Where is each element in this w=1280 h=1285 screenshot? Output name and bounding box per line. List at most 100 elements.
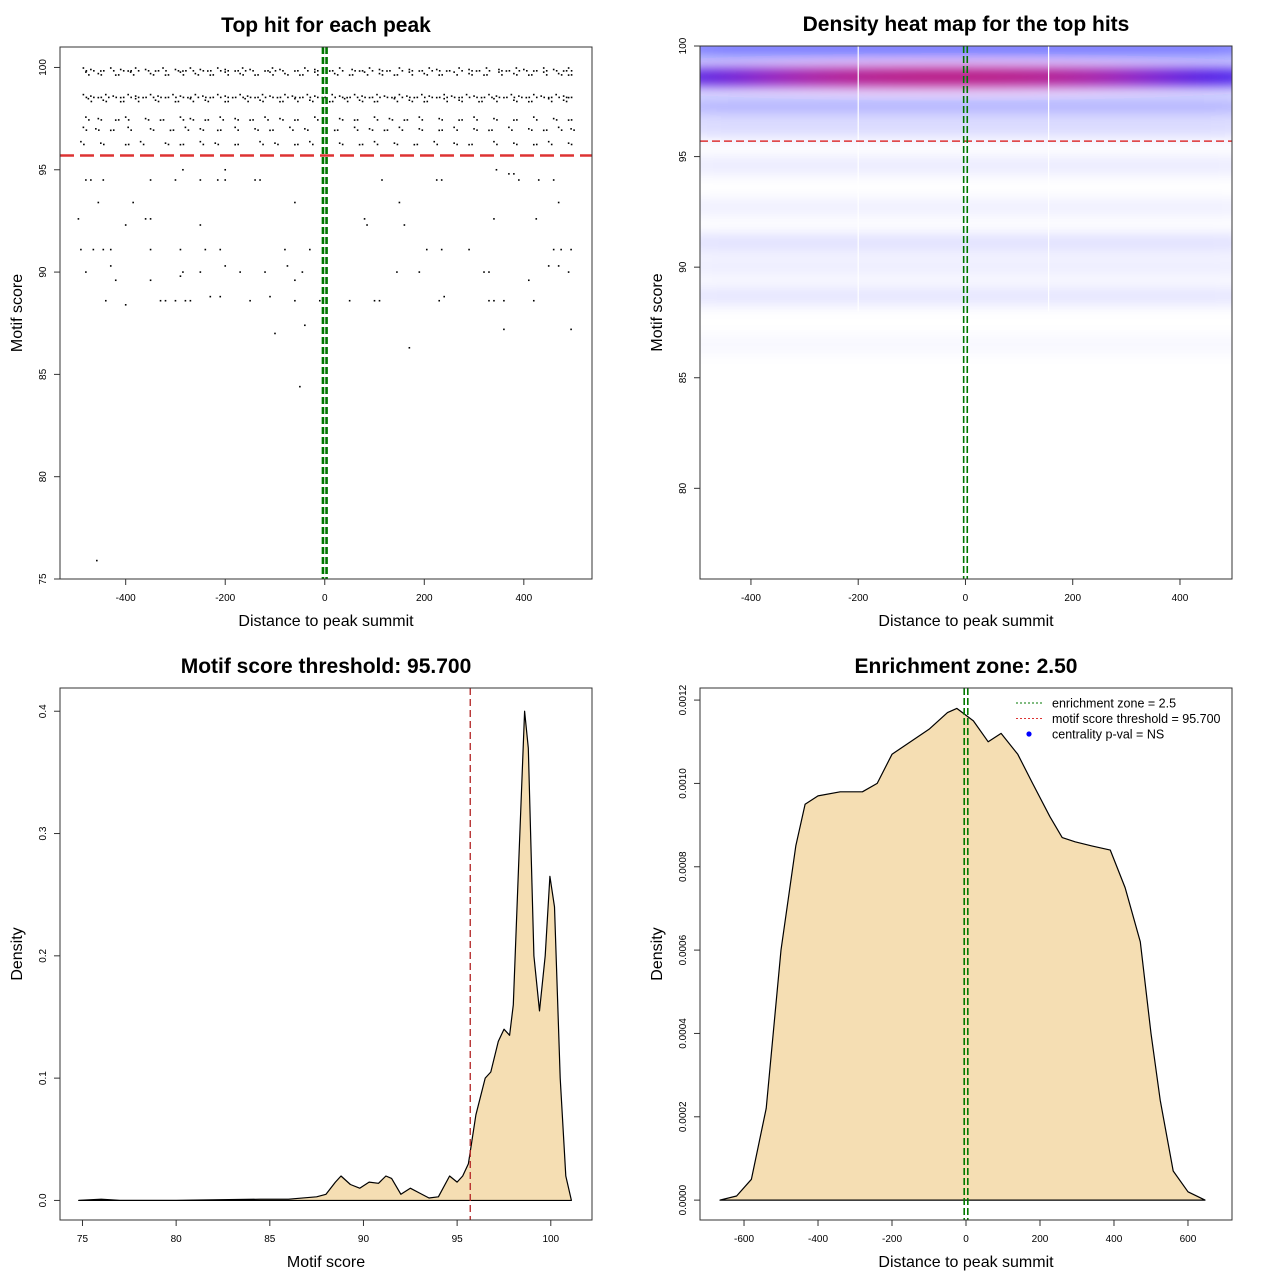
data-point: [130, 129, 132, 131]
data-point: [149, 218, 152, 220]
data-point: [421, 70, 424, 72]
data-point: [217, 143, 220, 146]
data-point: [85, 71, 87, 73]
data-point: [473, 95, 475, 97]
data-point: [557, 126, 560, 129]
data-point: [396, 271, 398, 273]
data-point: [249, 299, 251, 302]
data-point: [124, 304, 127, 306]
data-point: [127, 119, 130, 121]
data-point: [438, 129, 441, 132]
data-point: [547, 96, 550, 99]
data-point: [185, 70, 187, 72]
data-point: [179, 275, 182, 277]
data-point: [560, 129, 563, 131]
data-point: [453, 96, 456, 99]
data-point: [262, 100, 264, 103]
data-point: [418, 70, 421, 72]
data-point: [408, 68, 411, 71]
data-point: [187, 96, 189, 99]
data-point: [189, 117, 192, 120]
y-tick-label: 0.4: [38, 704, 49, 718]
data-point: [398, 201, 401, 204]
data-point: [333, 72, 336, 75]
chart-title: Top hit for each peak: [221, 14, 431, 37]
data-point: [496, 100, 498, 103]
data-point: [274, 142, 276, 144]
data-point: [445, 70, 448, 72]
data-point: [224, 68, 227, 71]
data-point: [443, 97, 445, 100]
data-point: [376, 143, 379, 146]
data-point: [202, 70, 205, 72]
heatmap-band: [700, 46, 1232, 58]
data-point: [209, 295, 212, 298]
data-point: [493, 117, 495, 120]
data-point: [418, 128, 421, 130]
data-point: [149, 179, 152, 181]
data-point: [90, 100, 93, 103]
data-point: [179, 116, 182, 118]
data-point: [471, 70, 473, 72]
data-point: [274, 70, 277, 72]
data-point: [172, 93, 174, 96]
data-point: [267, 119, 269, 121]
data-point: [93, 70, 95, 72]
data-point: [152, 129, 155, 131]
data-point: [149, 93, 152, 96]
data-point: [471, 143, 473, 146]
data-point: [264, 96, 267, 99]
data-point: [162, 67, 164, 69]
data-point: [435, 179, 438, 181]
data-point: [144, 218, 147, 220]
data-point: [409, 96, 411, 99]
data-point: [152, 96, 155, 99]
data-point: [115, 96, 118, 99]
data-point: [304, 324, 306, 327]
data-point: [341, 70, 344, 72]
x-tick-label: 0: [963, 593, 969, 604]
heatmap-band: [700, 118, 1232, 137]
data-point: [535, 70, 538, 72]
data-point: [117, 74, 120, 76]
data-point: [353, 126, 356, 129]
data-point: [428, 95, 431, 97]
data-point: [338, 117, 341, 120]
data-point: [272, 96, 274, 99]
data-point: [448, 70, 451, 72]
data-point: [199, 140, 202, 143]
data-point: [543, 96, 546, 99]
x-axis-label: Distance to peak summit: [238, 613, 414, 630]
data-point: [267, 70, 269, 72]
data-point: [483, 74, 485, 76]
data-point: [498, 71, 500, 73]
data-point: [286, 265, 289, 267]
y-tick-label: 0.0002: [678, 1101, 689, 1132]
data-point: [431, 70, 434, 72]
data-point: [149, 279, 152, 282]
y-tick-label: 85: [678, 372, 689, 384]
y-tick-label: 0.0000: [678, 1184, 689, 1215]
y-tick-label: 90: [38, 266, 49, 278]
data-point: [338, 142, 341, 144]
data-point: [175, 96, 177, 99]
density-curve: [78, 710, 572, 1202]
data-point: [338, 95, 341, 97]
data-point: [535, 119, 538, 121]
heatmap-hotspot: [700, 66, 1232, 87]
x-tick-label: -400: [808, 1234, 828, 1245]
data-point: [261, 93, 264, 96]
data-point: [401, 96, 404, 99]
data-point: [461, 70, 463, 72]
data-point: [299, 96, 301, 99]
data-point: [532, 143, 535, 146]
y-tick-label: 100: [38, 59, 49, 76]
y-tick-label: 95: [678, 151, 689, 163]
data-point: [104, 93, 107, 96]
data-point: [257, 74, 259, 76]
data-point: [408, 346, 411, 349]
data-point: [361, 100, 364, 103]
data-point: [169, 129, 172, 132]
data-point: [174, 68, 177, 71]
data-point: [264, 271, 266, 273]
